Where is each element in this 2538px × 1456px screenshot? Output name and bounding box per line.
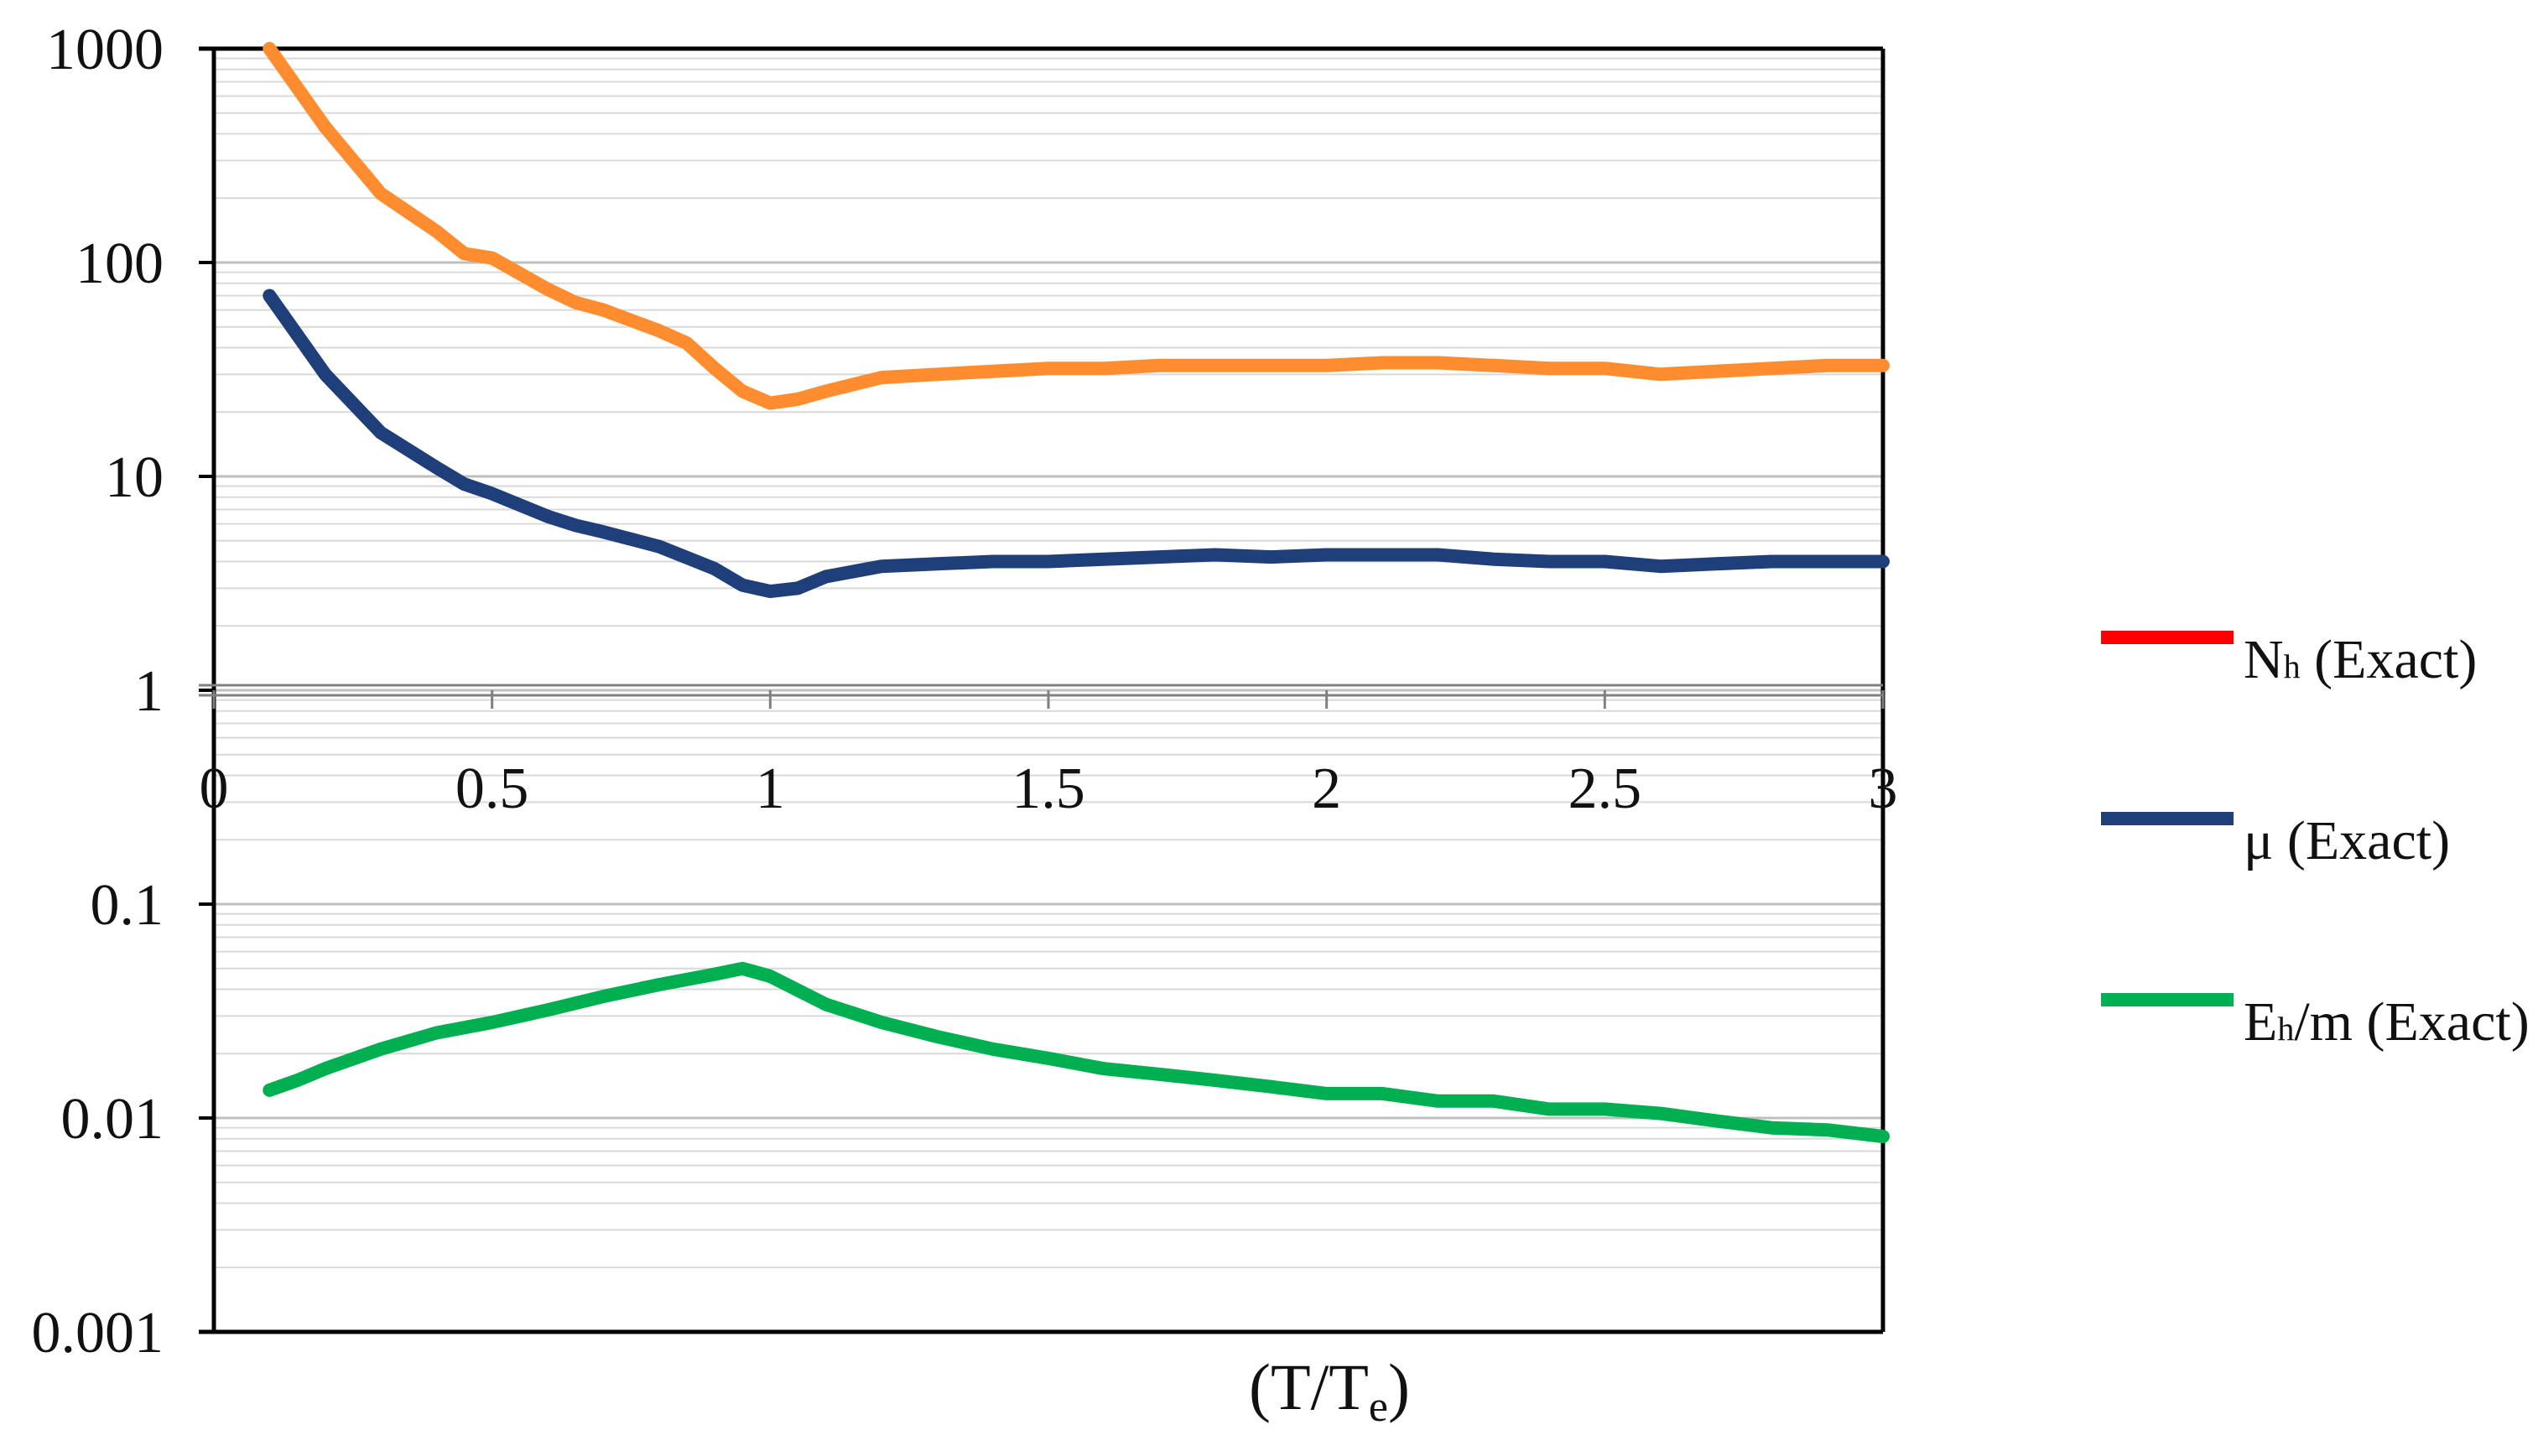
- tick-labels: 1000 100 10 1 0.1 0.01 0.001 0 0.5 1 1.5 2 2.5 3: [32, 18, 1898, 1365]
- x-tick-label: 0.5: [455, 757, 529, 821]
- legend-label-sub: h: [2284, 647, 2301, 685]
- y-tick-label: 100: [75, 231, 164, 296]
- x-tick-label: 2: [1312, 757, 1341, 821]
- y-tick-label: 10: [105, 445, 164, 510]
- x-tick-label: 0: [200, 757, 229, 821]
- x-tick-label: 1.5: [1012, 757, 1085, 821]
- legend-label-sub: h: [2277, 1010, 2294, 1048]
- legend-label-name: μ: [2244, 810, 2273, 871]
- axes: [199, 46, 1885, 1334]
- y-tick-label: 1000: [46, 18, 164, 82]
- x-tick-label: 1: [756, 757, 785, 821]
- legend-label: Eh/m (Exact): [2244, 991, 2530, 1053]
- series-line-2: [263, 961, 1890, 1143]
- legend: Nh (Exact)μ (Exact)Eh/m (Exact): [2101, 629, 2530, 1053]
- series-line-0: [263, 42, 1890, 410]
- legend-label-suffix: (Exact): [2301, 629, 2478, 690]
- x-axis-title-main: (T/T: [1249, 1350, 1369, 1423]
- legend-label-name: N: [2244, 629, 2284, 690]
- x-tick-label: 2.5: [1568, 757, 1642, 821]
- y-tick-label: 0.01: [61, 1087, 164, 1152]
- x-axis-title: (T/Te): [1249, 1350, 1410, 1431]
- legend-label-suffix: (Exact): [2273, 810, 2450, 871]
- grid: [214, 47, 1883, 1334]
- y-tick-label: 0.001: [32, 1301, 164, 1365]
- legend-label-suffix: /m (Exact): [2294, 991, 2529, 1053]
- y-tick-label: 1: [134, 659, 164, 724]
- y-tick-label: 0.1: [91, 873, 164, 938]
- legend-label-name: E: [2244, 991, 2277, 1053]
- series-line-1: [263, 289, 1890, 599]
- series-lines: [263, 42, 1890, 1143]
- x-tick-label: 3: [1869, 757, 1898, 821]
- x-axis-title-close: ): [1388, 1350, 1410, 1423]
- x-axis-title-sub: e: [1369, 1383, 1388, 1431]
- legend-label: μ (Exact): [2244, 810, 2450, 871]
- legend-label: Nh (Exact): [2244, 629, 2477, 690]
